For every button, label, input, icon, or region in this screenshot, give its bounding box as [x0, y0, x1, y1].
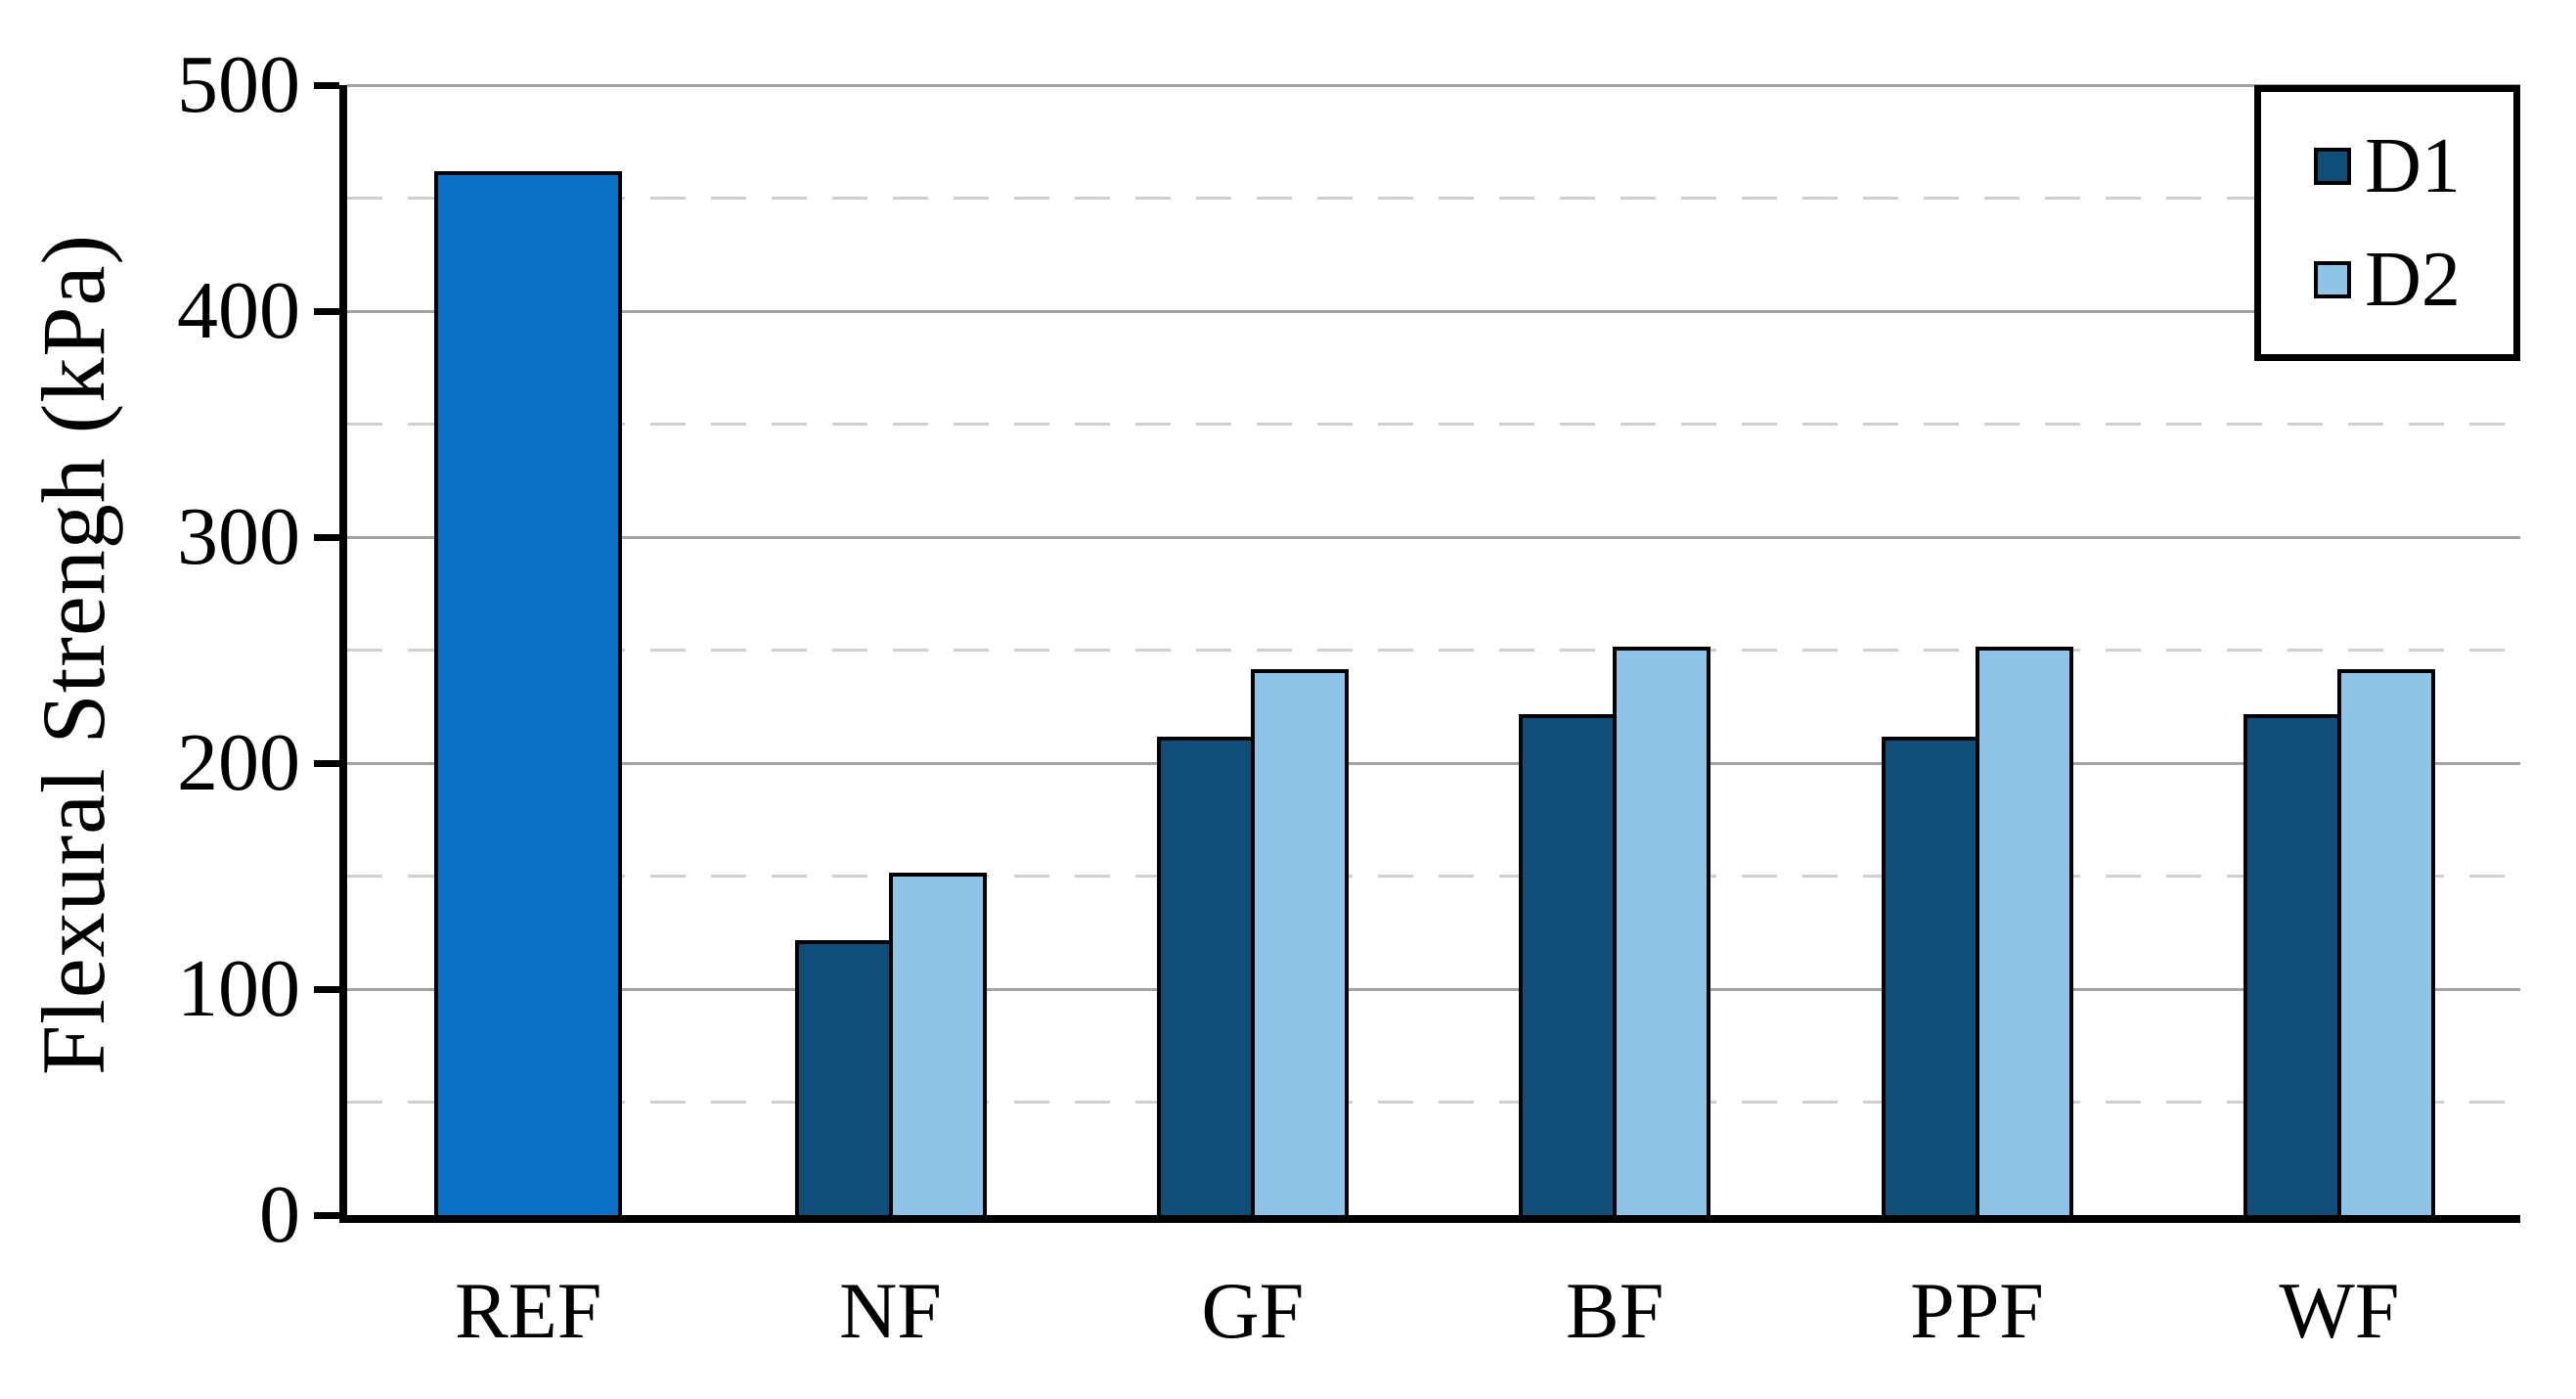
- y-axis-title: Flexural Strengh (kPa): [23, 233, 123, 1075]
- legend-entry-d1: D1: [2314, 127, 2461, 205]
- bar-group-bf: [1519, 85, 1711, 1215]
- major-gridline: [347, 83, 2520, 87]
- legend-swatch-d2: [2314, 261, 2352, 298]
- minor-gridline: [347, 423, 2520, 426]
- legend-swatch-d1: [2314, 148, 2352, 185]
- y-tick-label: 0: [259, 1169, 300, 1260]
- major-gridline: [347, 761, 2520, 765]
- y-axis-tick: [314, 81, 339, 89]
- minor-gridline: [347, 875, 2520, 878]
- x-label-gf: GF: [1201, 1266, 1305, 1355]
- plot-area: 0 100 200 300 400 500: [177, 44, 2520, 1256]
- minor-gridline: [347, 649, 2520, 652]
- x-label-nf: NF: [839, 1266, 942, 1355]
- major-gridline: [347, 535, 2520, 539]
- minor-gridline: [347, 197, 2520, 200]
- x-label-ppf: PPF: [1910, 1266, 2044, 1355]
- y-tick-label: 500: [177, 39, 300, 130]
- bar-group-ppf: [1881, 85, 2073, 1215]
- bar-bf-d2: [1613, 646, 1711, 1215]
- y-tick-label: 400: [177, 265, 300, 356]
- y-axis-tick: [314, 985, 339, 993]
- x-axis-labels: REF NF GF BF PPF WF: [347, 1262, 2520, 1370]
- x-label-wf: WF: [2279, 1266, 2400, 1355]
- legend-label-d1: D1: [2365, 123, 2461, 209]
- bar-group-ref: [434, 85, 623, 1215]
- bar-group-wf: [2243, 85, 2435, 1215]
- x-label-ref: REF: [454, 1266, 602, 1355]
- bar-wf-d1: [2243, 713, 2341, 1215]
- major-gridline: [347, 309, 2520, 313]
- bar-ref-ref: [434, 171, 623, 1215]
- bar-gf-d2: [1250, 668, 1349, 1215]
- bar-nf-d2: [888, 872, 987, 1215]
- bar-group-gf: [1156, 85, 1349, 1215]
- y-axis-title-box: Flexural Strengh (kPa): [0, 85, 147, 1223]
- major-gridline: [347, 987, 2520, 991]
- bar-group-nf: [794, 85, 987, 1215]
- bar-nf-d1: [794, 939, 893, 1215]
- x-label-bf: BF: [1566, 1266, 1665, 1355]
- bar-ppf-d2: [1975, 646, 2073, 1215]
- bar-bf-d1: [1519, 713, 1618, 1215]
- legend: D1 D2: [2254, 85, 2520, 361]
- bar-ppf-d1: [1881, 736, 1979, 1215]
- bar-gf-d1: [1156, 736, 1255, 1215]
- y-tick-label: 200: [177, 717, 300, 808]
- y-tick-label: 300: [177, 491, 300, 582]
- y-axis-tick: [314, 533, 339, 541]
- y-axis-tick: [314, 307, 339, 315]
- y-axis-tick: [314, 1211, 339, 1219]
- y-axis-tick: [314, 759, 339, 767]
- legend-entry-d2: D2: [2314, 241, 2461, 319]
- y-tick-label: 100: [177, 943, 300, 1034]
- minor-gridline: [347, 1101, 2520, 1104]
- bar-wf-d2: [2336, 668, 2435, 1215]
- legend-label-d2: D2: [2365, 237, 2461, 323]
